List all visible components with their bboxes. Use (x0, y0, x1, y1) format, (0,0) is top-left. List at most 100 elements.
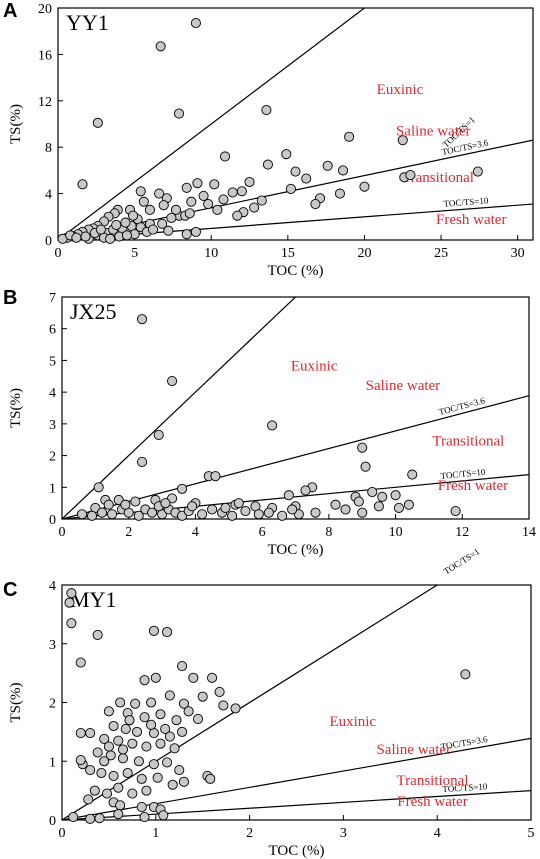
data-point (460, 669, 471, 680)
data-point (85, 728, 96, 739)
data-point (158, 810, 169, 821)
data-point (101, 788, 113, 799)
data-point (103, 706, 114, 717)
data-point (267, 420, 278, 431)
data-point (290, 166, 301, 177)
data-point (300, 485, 311, 496)
data-point (130, 698, 141, 709)
data-point (181, 182, 192, 193)
region-label: Transitional (402, 170, 474, 186)
data-point (261, 105, 272, 116)
data-point (127, 788, 138, 799)
data-point (353, 496, 364, 507)
well-name: YY1 (66, 10, 109, 35)
data-point (357, 442, 368, 453)
data-point (450, 506, 461, 517)
data-point (198, 190, 209, 201)
x-tick-label: 12 (455, 525, 469, 540)
data-point (95, 224, 106, 235)
data-point (105, 233, 116, 244)
data-point (340, 504, 351, 515)
data-point (158, 200, 169, 211)
data-point (183, 706, 194, 717)
panel-letter: A (3, 0, 17, 22)
data-point (92, 117, 103, 128)
data-point (322, 160, 333, 171)
data-point (177, 726, 188, 737)
data-point (227, 187, 238, 198)
x-tick-label: 10 (204, 246, 218, 261)
data-point (188, 672, 199, 683)
data-point (227, 510, 238, 521)
data-point (113, 782, 124, 793)
y-tick-label: 1 (49, 755, 56, 770)
data-point (131, 726, 143, 737)
data-point (207, 504, 218, 515)
x-axis-title: TOC (%) (268, 542, 324, 558)
data-point (210, 471, 221, 482)
y-axis-title: TS(%) (8, 683, 24, 723)
data-point (137, 456, 148, 467)
region-label: Transitional (432, 434, 504, 450)
chart-panel-my1: 0 1 2 3 4 0 1 2 3 4 5 TOC (%) TS(%) MY1 TOC/TS=1 TOC/TS… (8, 546, 535, 859)
data-point (190, 18, 201, 29)
region-label: Euxinic (377, 82, 424, 98)
data-point (75, 755, 86, 766)
data-point (181, 229, 192, 240)
y-tick-label: 0 (45, 234, 52, 249)
region-label: Saline water (376, 742, 451, 758)
data-point (162, 626, 173, 638)
x-tick-label: 5 (131, 246, 138, 261)
data-point (281, 149, 292, 160)
x-tick-label: 10 (389, 525, 403, 540)
data-point (310, 507, 321, 518)
data-point (262, 159, 273, 170)
data-point (184, 208, 195, 219)
data-point (197, 691, 208, 702)
x-tick-label: 2 (246, 826, 253, 841)
data-point (170, 204, 182, 215)
data-point (285, 183, 296, 195)
data-point (111, 219, 122, 230)
data-point (106, 509, 118, 520)
reference-line-label: TOC/TS=10 (440, 467, 486, 481)
y-tick-label: 6 (49, 323, 56, 338)
data-point (137, 314, 148, 325)
panel-letter: B (3, 287, 17, 309)
data-point (154, 188, 165, 199)
data-point (153, 429, 164, 441)
data-point (121, 230, 133, 241)
y-tick-label: 8 (45, 141, 52, 156)
data-point (232, 210, 243, 221)
data-point (130, 496, 141, 507)
data-point (373, 501, 384, 512)
data-point (301, 173, 312, 184)
data-point (86, 510, 98, 521)
data-point (120, 217, 131, 228)
reference-line-label: TOC/TS=1 (442, 546, 482, 576)
x-tick-label: 2 (125, 525, 132, 540)
data-point (177, 483, 188, 494)
data-point (147, 224, 159, 235)
data-point (152, 772, 163, 783)
x-tick-label: 4 (192, 525, 199, 540)
data-point (178, 776, 189, 787)
reference-line (62, 297, 297, 519)
data-point (359, 181, 370, 192)
x-tick-label: 8 (325, 525, 332, 540)
data-point (283, 490, 294, 501)
data-point (96, 507, 108, 518)
well-name: MY1 (70, 587, 116, 612)
reference-line-label: TOC/TS=10 (443, 195, 489, 208)
data-point (263, 507, 274, 518)
data-point (139, 712, 150, 723)
data-point (287, 504, 298, 515)
data-point (277, 510, 288, 521)
data-point (166, 212, 177, 224)
data-point (405, 169, 416, 181)
data-point (169, 743, 180, 754)
data-point (99, 733, 110, 744)
data-point (310, 198, 321, 210)
data-point (197, 509, 208, 520)
